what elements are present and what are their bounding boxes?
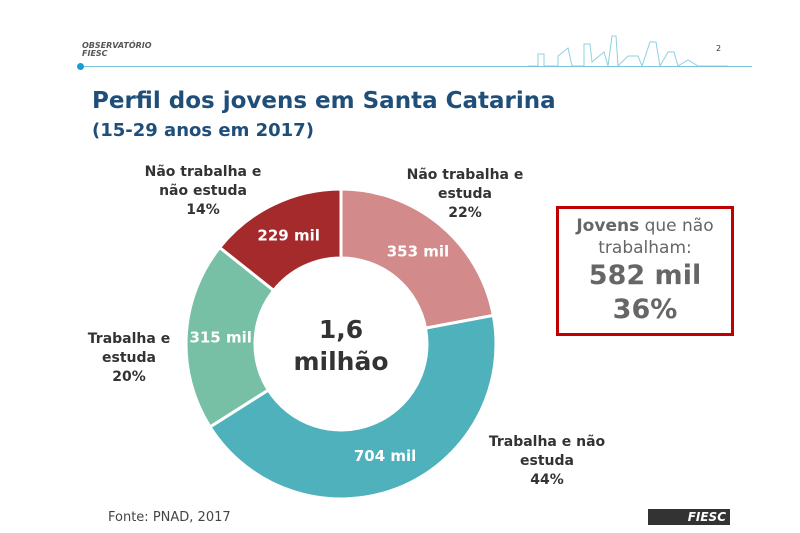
fiesc-logo: FIESC — [648, 509, 730, 525]
label-line: estuda — [438, 186, 492, 202]
slice-value-label: 229 mil — [257, 226, 319, 244]
slice-value-label: 704 mil — [354, 447, 416, 465]
label-percent: 44% — [530, 472, 564, 488]
label-nao-trabalha-nao-estuda: Não trabalha e não estuda 14% — [128, 163, 278, 220]
callout-bold: Jovens — [576, 216, 640, 236]
callout-rest: que não — [639, 216, 714, 236]
label-nao-trabalha-estuda: Não trabalha e estuda 22% — [390, 166, 540, 223]
label-line: Não trabalha e — [144, 164, 262, 180]
callout-heading: Jovens que não — [559, 215, 731, 237]
label-trabalha-estuda: Trabalha e estuda 20% — [74, 330, 184, 387]
callout-box: Jovens que não trabalham: 582 mil 36% — [556, 206, 734, 336]
slide-subtitle: (15-29 anos em 2017) — [92, 120, 314, 141]
center-total-label: 1,6 — [319, 315, 363, 344]
header-dot — [77, 63, 84, 70]
label-trabalha-nao-estuda: Trabalha e não estuda 44% — [472, 433, 622, 490]
callout-value: 582 mil — [588, 260, 702, 291]
page-number: 2 — [716, 44, 722, 53]
donut-slice — [184, 245, 276, 429]
label-line: estuda — [102, 350, 156, 366]
donut-slice — [339, 187, 496, 330]
donut-slice — [207, 313, 498, 501]
label-line: Trabalha e — [87, 331, 171, 347]
logo-line2: FIESC — [82, 49, 108, 58]
center-total-label: milhão — [293, 347, 388, 376]
callout-line2: trabalham: — [598, 238, 692, 258]
label-line: Não trabalha e — [406, 167, 524, 183]
label-line: estuda — [520, 453, 574, 469]
label-percent: 20% — [112, 369, 146, 385]
slice-value-label: 353 mil — [387, 242, 449, 260]
label-line: Trabalha e não — [488, 434, 606, 450]
label-percent: 22% — [448, 205, 482, 221]
label-line: não estuda — [159, 183, 247, 199]
callout-percent: 36% — [612, 294, 678, 325]
label-percent: 14% — [186, 202, 220, 218]
source-note: Fonte: PNAD, 2017 — [108, 510, 231, 525]
logo-line1: OBSERVATÓRIO — [82, 41, 152, 50]
header-divider — [80, 66, 752, 67]
slide-title: Perfil dos jovens em Santa Catarina — [92, 88, 556, 114]
slice-value-label: 315 mil — [189, 329, 251, 347]
observatorio-logo: OBSERVATÓRIO FIESC — [82, 42, 152, 58]
donut-slice — [217, 187, 343, 293]
